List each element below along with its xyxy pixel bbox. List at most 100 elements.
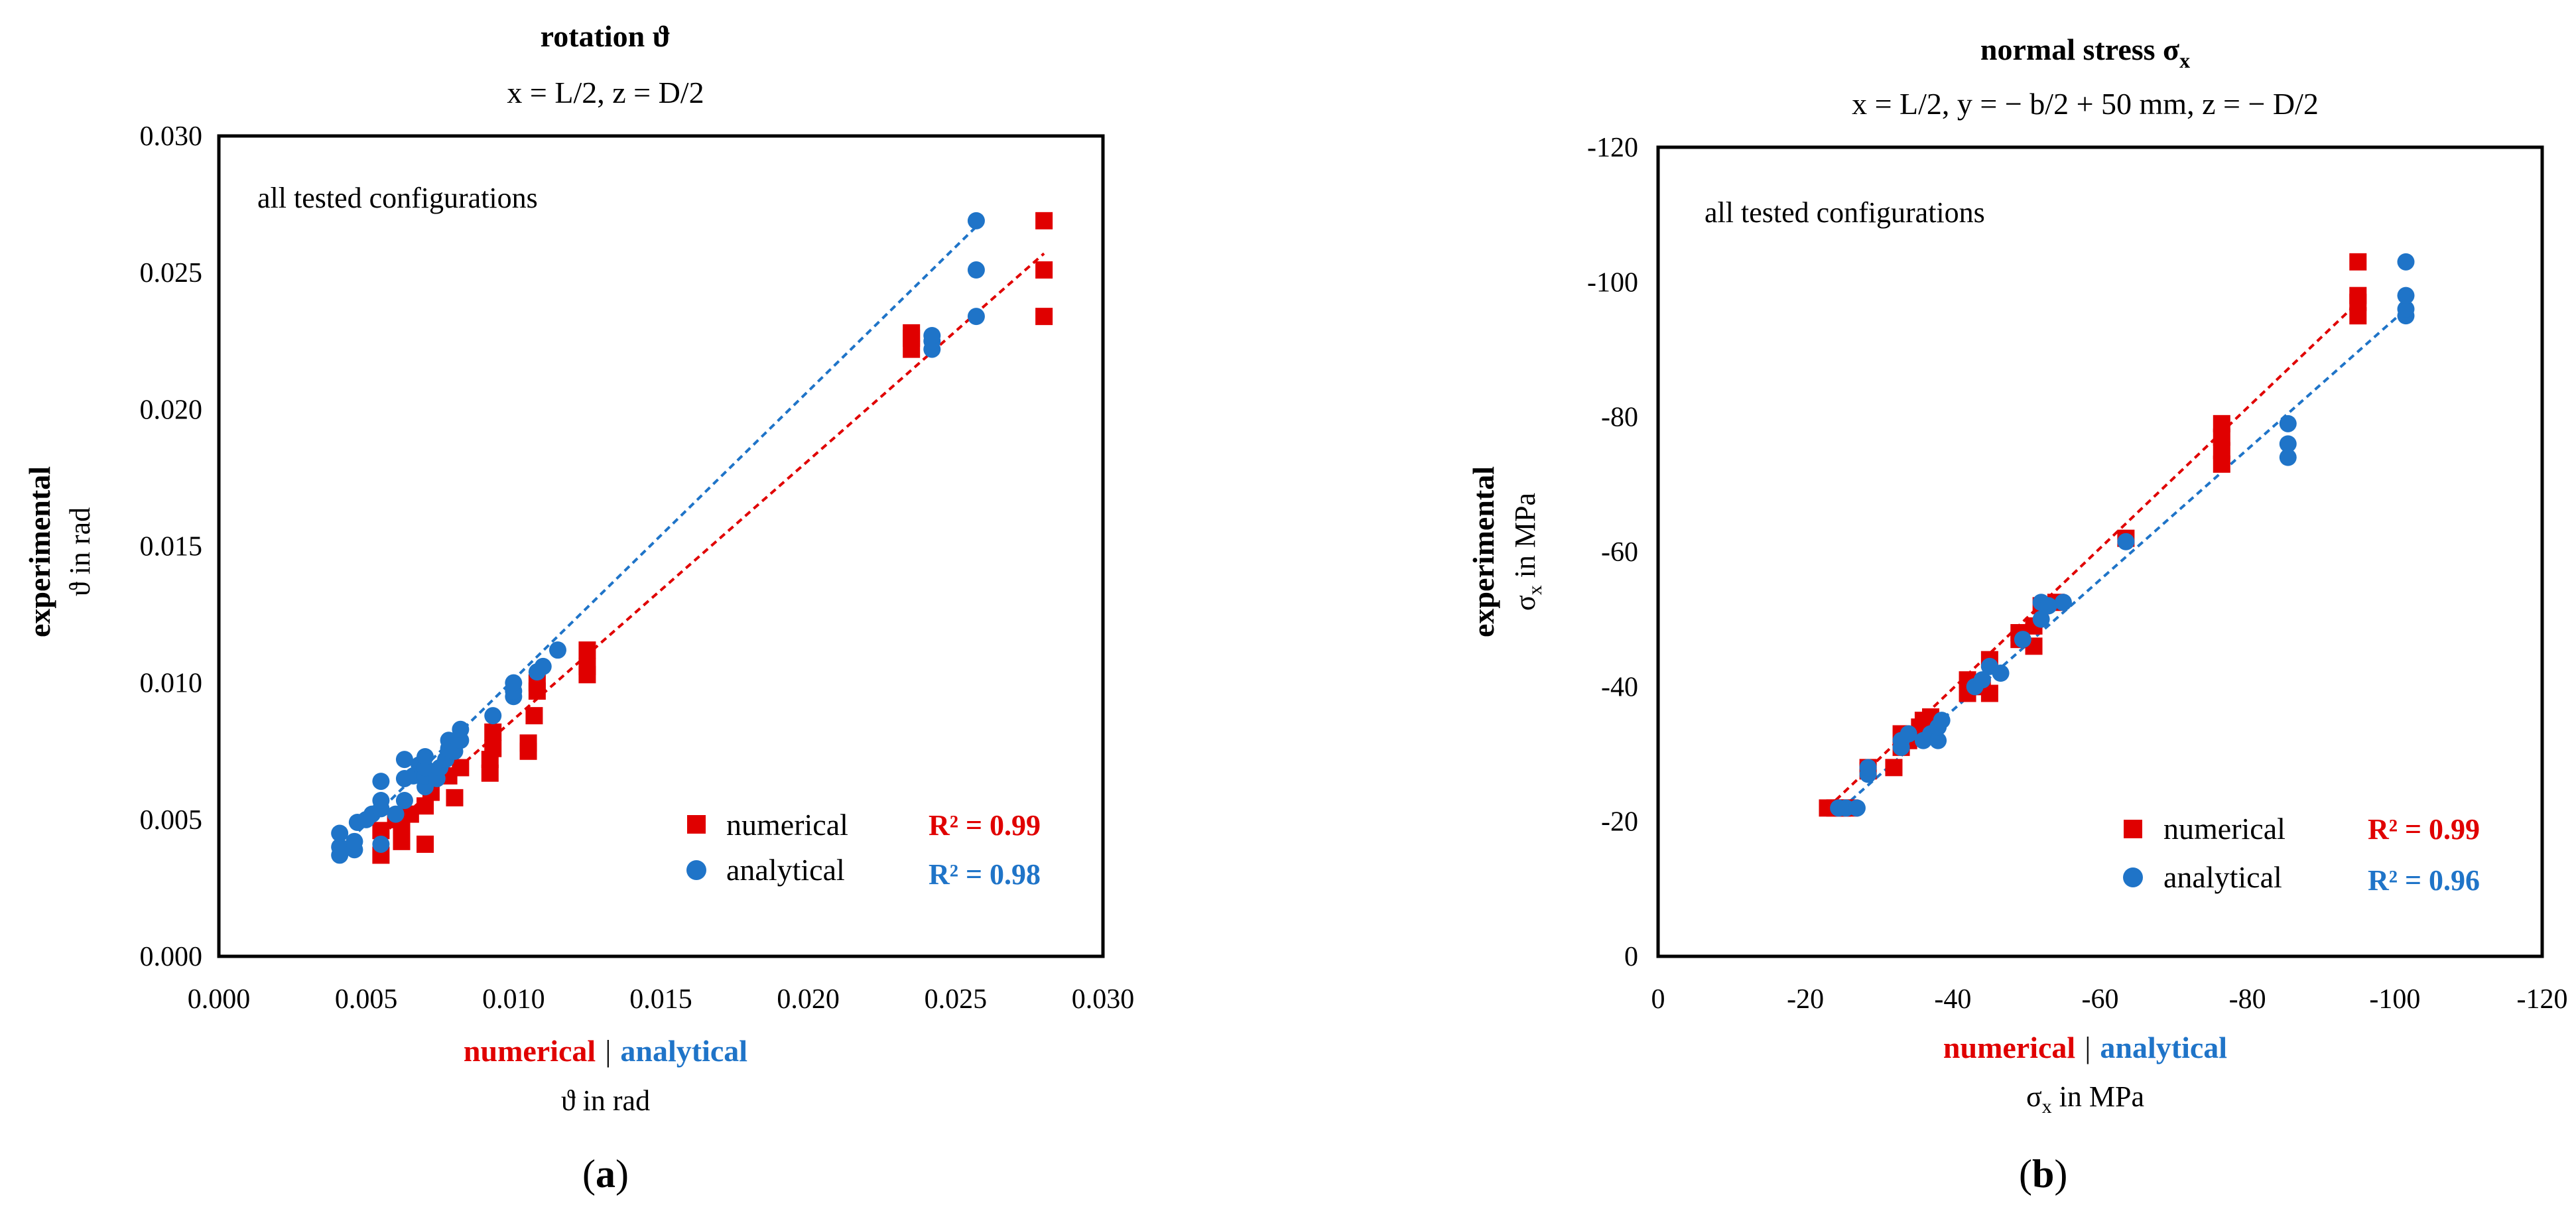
chart-normal-stress: normal stress σx x = L/2, y = − b/2 + 50… [1466,32,2568,1196]
x-tick-label: 0.020 [777,984,840,1015]
y-tick-label: -20 [1601,807,1638,838]
point-numerical [519,734,537,752]
x-tick-label: -20 [1787,984,1824,1015]
panel-letter: a [596,1152,615,1196]
legend-label-numerical: numerical [726,808,848,842]
point-analytical [2039,597,2057,615]
point-numerical [393,832,411,850]
point-numerical [484,739,502,757]
point-analytical [2279,448,2297,466]
point-numerical [2349,253,2367,271]
legend-marker-numerical [687,815,706,834]
legend-marker-analytical [2123,867,2143,887]
y-axis-label-bold: experimental [1466,466,1500,637]
point-analytical [967,212,985,229]
chart-title: rotation ϑ [541,19,671,53]
point-numerical [446,789,464,806]
point-numerical [1035,261,1053,279]
point-analytical [452,720,470,738]
annotation: all tested configurations [257,182,538,214]
point-numerical [578,641,596,659]
point-analytical [2054,594,2072,611]
x-tick-label: -60 [2082,984,2119,1015]
x-axis-unit: ϑ in rad [561,1084,650,1117]
point-analytical [1929,732,1947,749]
point-analytical [2117,533,2135,550]
y-axis-label-unit: ϑ in rad [64,507,96,596]
legend-marker-analytical [686,860,706,880]
y-axis-label: experimental σx in MPa [1466,466,1546,637]
x-axis-ticks: 0 -20 -40 -60 -80 -100 -120 [1651,984,2568,1015]
x-axis-label-numerical: numerical [464,1034,596,1068]
y-tick-label: 0 [1624,942,1638,972]
y-tick-label: 0.000 [140,942,203,972]
point-numerical [1035,212,1053,229]
x-axis-unit-text: in MPa [2052,1080,2144,1113]
point-analytical [967,308,985,326]
x-tick-label: 0.030 [1072,984,1135,1015]
y-tick-label: 0.015 [140,532,203,562]
point-analytical [387,805,405,823]
plot-frame [1656,145,2544,958]
point-analytical [372,773,390,791]
chart-subtitle: x = L/2, z = D/2 [507,76,704,109]
y-tick-label: -40 [1601,672,1638,702]
point-analytical [331,838,349,856]
x-tick-label: -40 [1934,984,1971,1015]
panel-letter: b [2032,1152,2054,1196]
x-tick-label: -100 [2369,984,2420,1015]
chart-title-subscript: x [2179,48,2190,72]
x-axis-label-analytical: analytical [620,1034,747,1068]
chart-rotation: rotation ϑ x = L/2, z = D/2 0.0000.0050.… [23,19,1134,1196]
point-analytical [548,641,566,659]
x-axis-label-separator: | [605,1034,611,1068]
annotation: all tested configurations [1705,196,1985,229]
point-analytical [2279,415,2297,432]
y-tick-label: 0.030 [140,121,203,152]
legend: numerical R² = 0.99 analytical R² = 0.98 [686,808,1041,891]
y-axis-symbol: σ [1509,595,1541,611]
point-analytical [1859,759,1877,777]
point-analytical [417,747,434,765]
point-analytical [484,707,502,725]
point-numerical [578,657,596,675]
x-axis-symbol: σ [2026,1080,2042,1113]
legend-label-numerical: numerical [2163,812,2286,846]
point-analytical [372,791,390,809]
y-tick-label: 0.025 [140,258,203,288]
x-axis-unit: σx in MPa [2026,1080,2144,1117]
x-tick-label: -120 [2517,984,2568,1015]
point-analytical [1933,712,1951,730]
point-analytical [331,824,349,842]
y-tick-label: -80 [1601,403,1638,433]
data-points [1819,253,2415,817]
point-numerical [525,707,543,725]
x-axis-label-analytical: analytical [2100,1031,2227,1064]
x-tick-label: 0.000 [188,984,251,1015]
y-tick-label: 0.010 [140,669,203,699]
point-analytical [967,261,985,279]
point-analytical [2397,253,2415,271]
data-points [331,212,1053,864]
trend-line-numerical [1827,301,2359,809]
point-analytical [1900,725,1917,743]
chart-subtitle: x = L/2, y = − b/2 + 50 mm, z = − D/2 [1852,87,2319,121]
point-analytical [395,791,413,809]
y-axis-ticks: 0 -20 -40 -60 -80 -100 -120 [1587,133,1638,972]
point-numerical [452,759,470,777]
r2-analytical: R² = 0.96 [2368,864,2480,897]
x-axis-label-numerical: numerical [1943,1031,2075,1064]
x-axis-subscript: x [2042,1096,2052,1117]
point-numerical [2349,287,2367,304]
x-axis-label: numerical | analytical [464,1034,747,1068]
point-analytical [2279,435,2297,453]
point-numerical [1035,308,1053,326]
point-analytical [1992,665,2010,682]
trend-line-numerical [380,252,1045,838]
y-tick-label: 0.020 [140,395,203,425]
y-tick-label: -100 [1587,267,1638,298]
r2-numerical: R² = 0.99 [2368,813,2480,846]
y-axis-label-unit: σx in MPa [1509,493,1546,611]
chart-title-main: normal stress σ [1980,32,2179,66]
point-analytical [2032,610,2050,628]
